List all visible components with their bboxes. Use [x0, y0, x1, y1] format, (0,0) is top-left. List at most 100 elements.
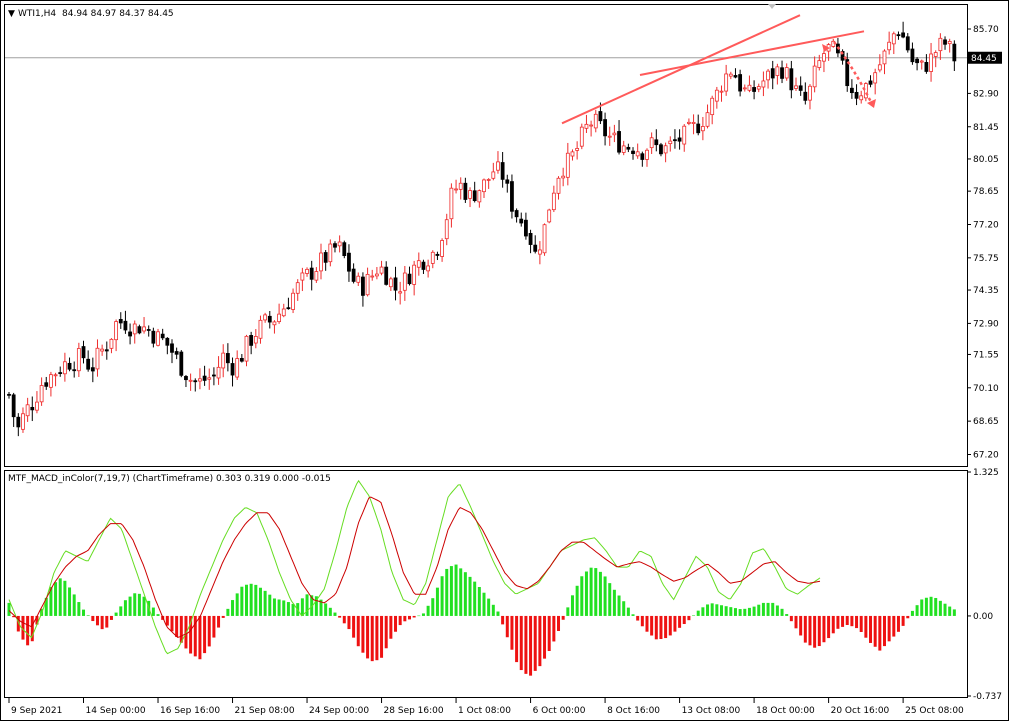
macd-bar-negative — [524, 615, 528, 674]
price-tick-label: 78.65 — [973, 187, 999, 197]
candle-bear — [16, 416, 21, 428]
macd-bar-positive — [417, 615, 421, 617]
candle-bull — [775, 66, 780, 76]
macd-bar-negative — [827, 615, 831, 639]
candle-bear — [128, 331, 132, 337]
candle-bull — [877, 64, 882, 71]
candle-bull — [76, 348, 81, 372]
candle-bull — [216, 366, 221, 379]
macd-bar-negative — [882, 615, 886, 647]
macd-bar-positive — [729, 607, 733, 616]
macd-bar-negative — [794, 615, 798, 629]
candle-bull — [477, 190, 482, 203]
macd-bar-negative — [822, 615, 826, 643]
projection-dotted-arrow[interactable] — [832, 41, 874, 105]
macd-tick-label: 0.00 — [973, 612, 993, 622]
macd-bar-positive — [268, 594, 272, 616]
macd-bar-positive — [240, 586, 244, 616]
candle-bear — [137, 326, 142, 334]
macd-bar-negative — [561, 615, 565, 620]
collapse-arrow-icon[interactable]: ▼ — [8, 9, 15, 19]
candle-bull — [482, 179, 486, 193]
candle-bull — [337, 241, 342, 247]
rising-wedge-upper-trendline[interactable] — [639, 30, 865, 76]
time-tick-label: 6 Oct 00:00 — [533, 706, 586, 716]
candle-bull — [682, 125, 687, 145]
macd-bar-positive — [589, 567, 593, 616]
candle-bull — [766, 70, 770, 81]
candle-bull — [724, 73, 729, 92]
candle-bear — [11, 394, 16, 418]
macd-bar-negative — [35, 615, 39, 625]
macd-tick-label: 1.325 — [973, 468, 999, 478]
macd-bar-positive — [426, 605, 430, 616]
macd-bar-negative — [645, 615, 649, 632]
macd-bar-positive — [7, 602, 11, 616]
time-tick-label: 24 Sep 00:00 — [309, 706, 369, 716]
macd-bar-negative — [342, 615, 346, 624]
macd-bar-negative — [789, 615, 793, 622]
macd-bar-negative — [864, 615, 868, 638]
candle-bull — [156, 331, 160, 346]
candle-bull — [714, 89, 719, 102]
macd-bar-negative — [170, 615, 174, 632]
candle-bear — [849, 87, 854, 94]
macd-bar-positive — [277, 599, 281, 616]
candle-bear — [631, 150, 635, 154]
shift-marker-icon[interactable] — [768, 4, 776, 9]
candle-bull — [863, 83, 868, 99]
macd-panel[interactable] — [4, 470, 968, 698]
candle-bear — [90, 367, 95, 372]
candle-bull — [300, 272, 305, 281]
candle-bear — [738, 74, 743, 92]
macd-bar-negative — [654, 615, 658, 640]
candle-bear — [598, 111, 603, 122]
candle-bull — [454, 188, 458, 191]
macd-bar-negative — [906, 615, 910, 619]
candle-bear — [733, 75, 738, 78]
price-panel[interactable] — [4, 4, 968, 467]
macd-bar-positive — [445, 568, 449, 616]
candle-bull — [649, 137, 654, 149]
price-tick-label: 82.90 — [973, 89, 999, 99]
macd-bar-positive — [54, 582, 58, 616]
macd-bar-positive — [324, 603, 328, 616]
current-price-tag — [968, 51, 1002, 64]
macd-bar-negative — [673, 615, 677, 632]
candle-bear — [435, 253, 440, 256]
macd-bar-positive — [915, 605, 919, 616]
macd-bar-negative — [817, 615, 821, 647]
macd-bar-positive — [49, 586, 53, 616]
candle-bull — [933, 52, 938, 57]
macd-bar-positive — [68, 587, 72, 616]
macd-bar-negative — [26, 615, 30, 646]
macd-bar-positive — [473, 581, 477, 616]
candle-bear — [500, 162, 505, 180]
candle-bear — [519, 218, 524, 224]
candle-bull — [593, 113, 598, 129]
candle-bull — [430, 251, 435, 264]
candle-bull — [747, 84, 752, 91]
candle-bull — [95, 347, 100, 370]
macd-bar-positive — [319, 599, 323, 616]
candle-bull — [579, 126, 584, 147]
candle-bear — [798, 85, 803, 91]
rising-wedge-lower-trendline[interactable] — [561, 14, 801, 125]
price-tick-label: 74.35 — [973, 286, 999, 296]
macd-bar-positive — [156, 614, 160, 616]
macd-bar-positive — [938, 600, 942, 616]
macd-bar-negative — [687, 615, 691, 621]
candle-bull — [938, 37, 943, 52]
macd-bar-negative — [179, 615, 183, 643]
macd-bar-negative — [869, 615, 873, 643]
candle-bull — [281, 308, 286, 317]
macd-bar-positive — [245, 584, 248, 616]
candle-bear — [780, 67, 784, 79]
macd-bar-negative — [198, 615, 202, 660]
macd-bar-positive — [119, 606, 123, 616]
macd-bar-negative — [412, 615, 416, 618]
macd-bar-positive — [608, 583, 612, 616]
macd-bar-positive — [692, 615, 696, 616]
macd-bar-positive — [934, 597, 938, 616]
